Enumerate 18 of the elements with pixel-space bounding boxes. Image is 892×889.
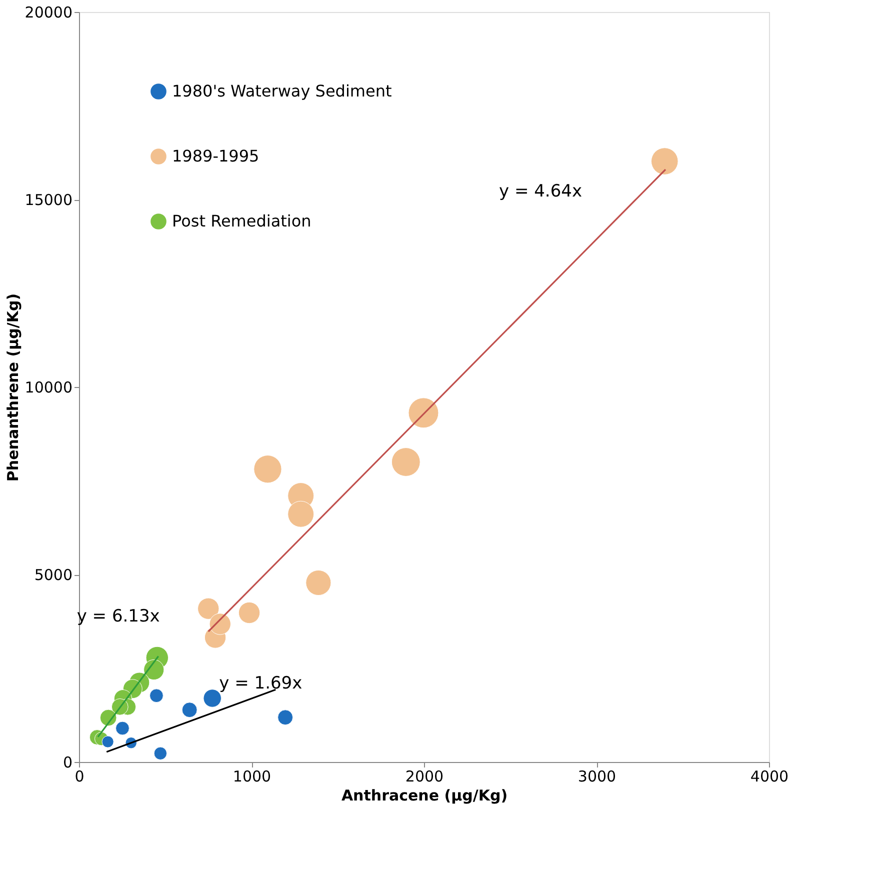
legend-label: Post Remediation [172, 212, 312, 230]
x-axis-title: Anthracene (µg/Kg) [341, 786, 508, 804]
annotation: y = 6.13x [76, 606, 160, 626]
x-tick-label: 4000 [750, 768, 789, 786]
x-tick-label: 3000 [578, 768, 616, 786]
annotation: y = 1.69x [219, 674, 302, 694]
y-tick-label: 20000 [24, 4, 72, 22]
x-tick-label: 0 [74, 768, 84, 786]
legend-label: 1980's Waterway Sediment [172, 82, 392, 100]
y-tick-label: 10000 [24, 378, 72, 396]
x-tick-label: 1000 [232, 768, 272, 786]
x-tick-label: 2000 [405, 768, 444, 786]
annotation: y = 4.64x [498, 182, 582, 202]
y-tick-label: 5000 [34, 566, 72, 584]
y-tick-label: 15000 [24, 191, 72, 209]
legend-label: 1989-1995 [172, 146, 260, 166]
y-tick-label: 0 [62, 754, 72, 772]
y-axis-title: Phenanthrene (µg/Kg) [4, 293, 22, 482]
